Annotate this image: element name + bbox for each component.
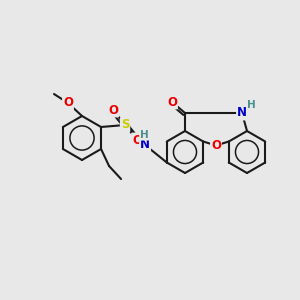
Text: S: S [121,118,129,131]
Text: O: O [167,95,177,109]
Text: H: H [247,100,255,110]
Text: O: O [108,103,118,116]
Text: N: N [140,139,150,152]
Text: O: O [211,139,221,152]
Text: O: O [63,97,73,110]
Text: N: N [237,106,247,119]
Text: O: O [132,134,142,146]
Text: H: H [140,130,148,140]
